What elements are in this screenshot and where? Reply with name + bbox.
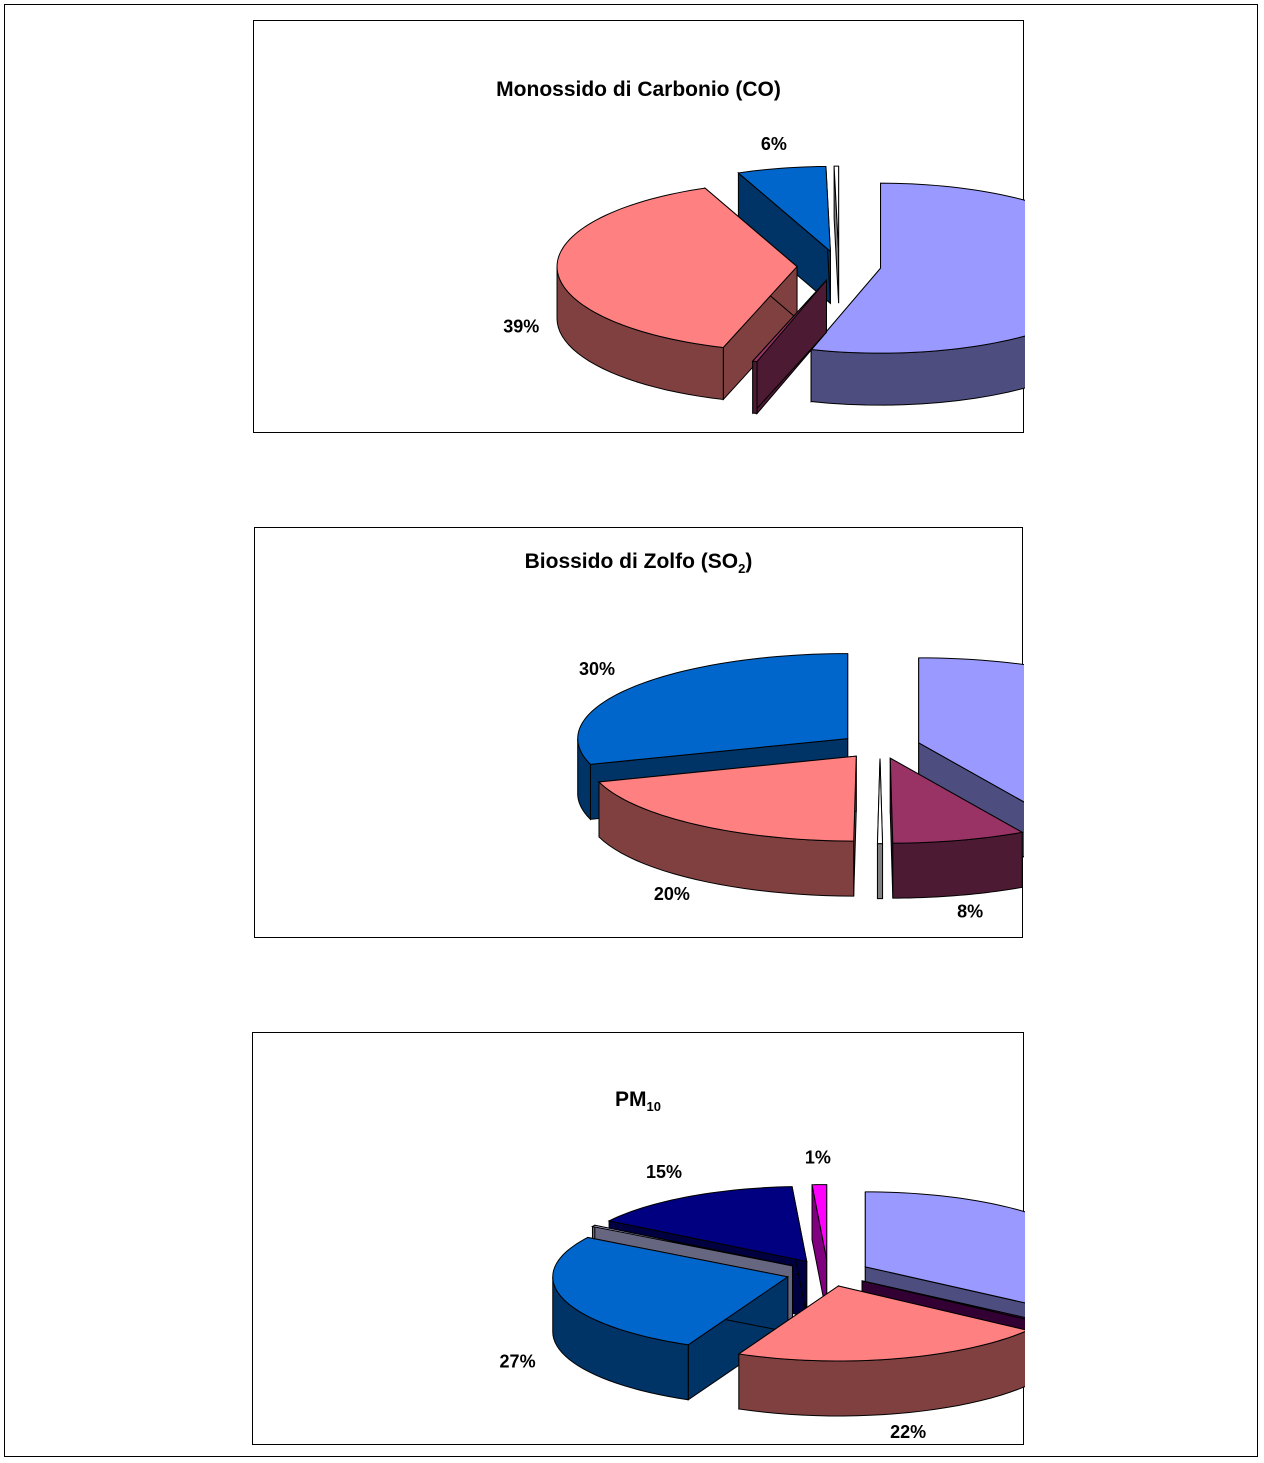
- page-frame: [4, 4, 1258, 1457]
- chart-title-text: PM: [615, 1088, 647, 1111]
- data-label: 1%: [805, 1148, 831, 1168]
- pie-chart-pm10: 35%22%27%15%1%: [500, 1148, 1025, 1442]
- chart-title: PM10: [253, 1088, 1023, 1114]
- chart-pm10: PM10 35%22%27%15%1%: [252, 1032, 1025, 1445]
- slice-top-face: [889, 757, 1024, 844]
- slice-top-face: [918, 657, 1024, 803]
- chart-title-tail: ): [745, 550, 753, 573]
- data-label: 15%: [646, 1162, 682, 1182]
- slice-top-face: [811, 1184, 828, 1260]
- data-label: 22%: [890, 1422, 926, 1442]
- chart-title-text: Biossido di Zolfo (SO: [524, 550, 739, 573]
- data-label: 27%: [500, 1352, 536, 1372]
- slice-top-face: [810, 182, 1025, 354]
- pie-slice: [597, 755, 857, 897]
- pie-slice: [737, 165, 831, 305]
- slice-top-face: [590, 1224, 793, 1267]
- pie-slice: [556, 187, 798, 401]
- pie-slice: [810, 182, 1025, 406]
- chart-so2: Biossido di Zolfo (SO2) 42%8%20%30%: [254, 527, 1024, 938]
- slice-outer-wall: [752, 360, 758, 415]
- data-label: 6%: [761, 134, 787, 154]
- pie-slice: [751, 278, 827, 415]
- slice-top-face: [861, 1280, 1025, 1320]
- pie-slice: [811, 1184, 828, 1315]
- slice-top-face: [737, 1285, 1025, 1362]
- chart-title-text: Monossido di Carbonio (CO): [496, 78, 781, 101]
- chart-title-subscript: 10: [646, 1099, 661, 1115]
- pie-chart-co: 55%39%6%: [503, 134, 1025, 415]
- slice-top-face: [751, 279, 827, 363]
- pie-slice: [833, 165, 840, 304]
- slice-top-face: [552, 1236, 790, 1346]
- pie-slice: [552, 1236, 790, 1401]
- pie-chart-so2: 42%8%20%30%: [577, 653, 1024, 922]
- chart-title: Biossido di Zolfo (SO2): [255, 550, 1022, 576]
- slice-outer-wall: [876, 843, 884, 900]
- slice-top-face: [876, 758, 884, 845]
- slice-top-face: [864, 1191, 1025, 1304]
- chart-title-subscript: 2: [738, 561, 746, 577]
- chart-title: Monossido di Carbonio (CO): [254, 78, 1023, 104]
- data-label: 8%: [957, 902, 983, 922]
- data-label: 30%: [579, 659, 615, 679]
- slice-top-face: [833, 165, 840, 252]
- slice-top-face: [577, 653, 849, 765]
- pie-slice: [876, 758, 884, 900]
- slice-top-face: [597, 755, 857, 842]
- chart-co: Monossido di Carbonio (CO) 55%39%6%: [253, 20, 1025, 433]
- pie-slice: [889, 757, 1024, 899]
- slice-top-face: [737, 165, 831, 253]
- data-label: 20%: [654, 884, 690, 904]
- slice-top-face: [556, 187, 798, 349]
- pie-slice: [737, 1285, 1025, 1417]
- data-label: 39%: [503, 317, 539, 337]
- slice-top-face: [607, 1186, 808, 1263]
